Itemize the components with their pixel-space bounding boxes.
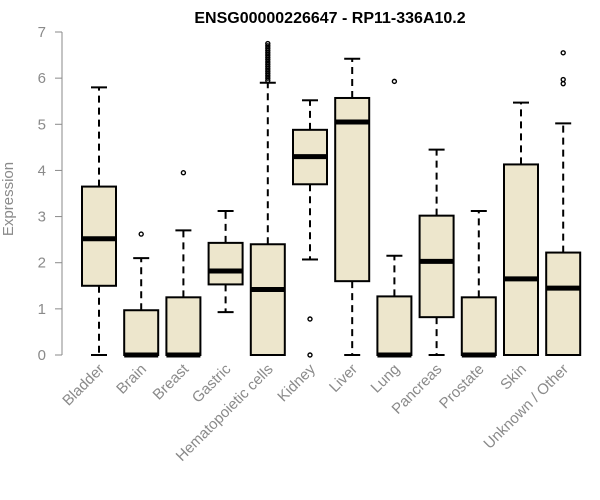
box-iqr — [376, 295, 413, 356]
box-gastric — [207, 210, 244, 314]
box-brain — [123, 231, 160, 358]
x-tick-label-bladder: Bladder — [59, 361, 108, 410]
box-iqr — [418, 214, 455, 319]
box-iqr — [81, 185, 117, 287]
y-axis-label: Expression — [0, 162, 17, 236]
y-axis-ticks: 0 1 2 3 4 5 6 7 — [38, 24, 62, 364]
chart-title: ENSG00000226647 - RP11-336A10.2 — [194, 10, 465, 27]
outlier-point — [307, 316, 313, 322]
outlier-point — [180, 170, 187, 176]
y-tick-label: 6 — [38, 70, 46, 87]
x-tick-label-breast: Breast — [150, 360, 193, 403]
outlier-point — [265, 40, 271, 47]
y-tick-label: 7 — [38, 24, 46, 41]
box-iqr — [207, 241, 244, 286]
box-bladder — [81, 86, 117, 356]
box-iqr — [165, 296, 202, 357]
outlier-point — [560, 76, 566, 83]
x-tick-label-brain: Brain — [113, 361, 150, 398]
box-iqr — [123, 309, 160, 356]
box-prostate — [460, 210, 497, 358]
boxes-group — [81, 40, 582, 358]
outlier-point — [391, 78, 398, 85]
outlier-point — [265, 43, 271, 49]
y-tick-label: 3 — [38, 209, 46, 226]
box-breast — [165, 170, 202, 358]
box-iqr — [334, 96, 371, 283]
y-tick-label: 2 — [38, 255, 46, 272]
box-iqr — [545, 251, 582, 356]
x-tick-label-liver: Liver — [326, 361, 361, 396]
box-iqr — [249, 243, 286, 356]
outlier-point — [307, 352, 313, 358]
y-tick-label: 1 — [38, 301, 46, 318]
outlier-point — [138, 231, 144, 237]
outlier-point — [560, 50, 566, 56]
outlier-point — [560, 80, 566, 87]
box-liver — [334, 57, 371, 356]
y-tick-label: 5 — [38, 116, 46, 133]
box-kidney — [292, 99, 328, 358]
x-tick-label-kidney: Kidney — [274, 360, 319, 405]
x-tick-label-lung: Lung — [368, 361, 404, 397]
x-tick-label-prostate: Prostate — [436, 361, 488, 413]
box-iqr — [460, 296, 497, 357]
y-tick-label: 4 — [38, 162, 46, 179]
box-pancreas — [418, 148, 455, 356]
box-lung — [376, 78, 413, 358]
box-hematopoietic-cells — [249, 40, 286, 356]
y-tick-label: 0 — [38, 347, 46, 364]
box-unknown-other — [545, 50, 582, 356]
box-iqr — [503, 163, 539, 356]
box-skin — [503, 101, 539, 356]
x-tick-label-skin: Skin — [497, 361, 530, 394]
